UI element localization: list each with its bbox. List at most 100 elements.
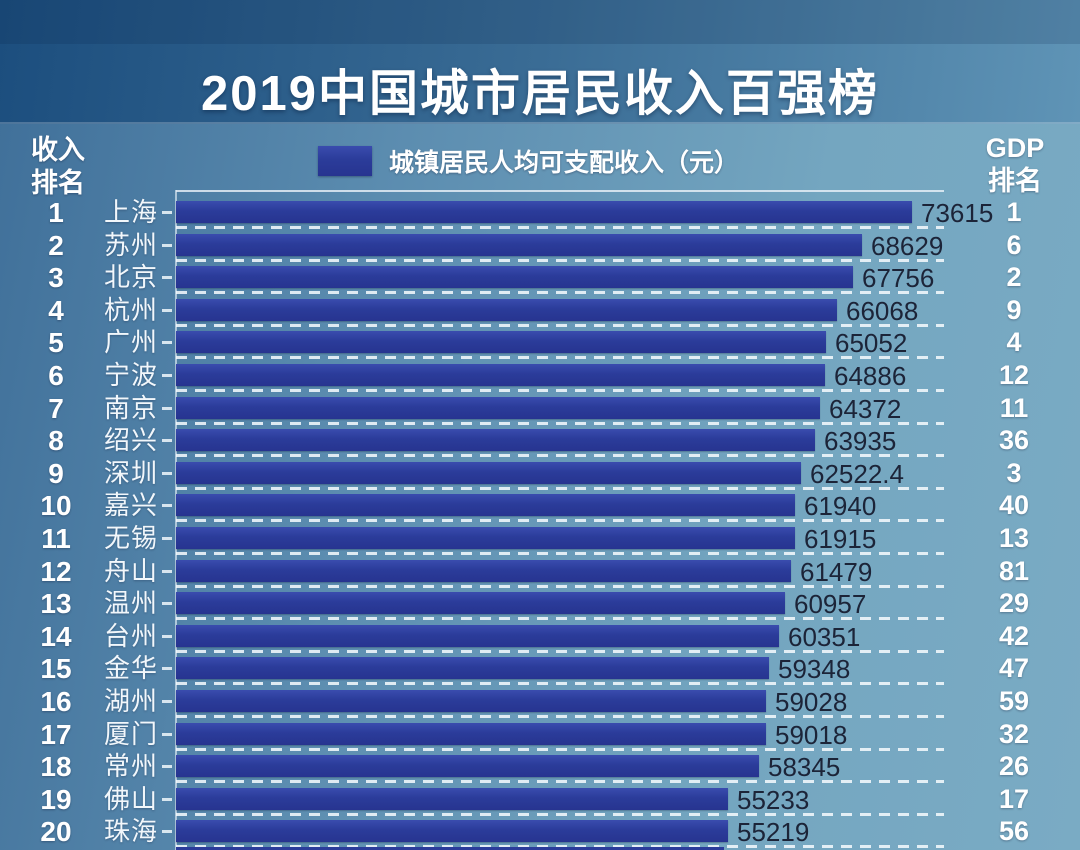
- chart-row: 9 深圳 62522.4 3: [0, 457, 1080, 490]
- gdp-rank-label: 9: [1006, 294, 1022, 325]
- row-separator-line: [176, 682, 944, 686]
- city-label: 金华: [103, 653, 158, 684]
- income-bar: [176, 559, 791, 582]
- income-bar: [176, 201, 912, 223]
- value-label: 60957: [794, 589, 867, 620]
- legend-swatch-icon: [318, 146, 372, 176]
- axis-tick-icon: [162, 797, 172, 801]
- income-bar: [176, 396, 820, 419]
- row-separator-line: [176, 258, 944, 262]
- value-label: 60351: [788, 621, 861, 652]
- axis-tick-icon: [162, 537, 172, 540]
- top-strip-shade: [0, 0, 1080, 44]
- income-rank-label: 6: [48, 360, 64, 391]
- income-bar: [176, 494, 795, 517]
- city-label: 南京: [103, 392, 158, 423]
- income-bar: [176, 787, 728, 810]
- income-rank-column-header: 收入 排名: [31, 135, 85, 198]
- axis-tick-icon: [162, 341, 172, 345]
- axis-tick-icon: [162, 700, 172, 703]
- value-label: 66068: [846, 295, 919, 326]
- income-rank-label: 10: [40, 490, 72, 522]
- city-label: 台州: [103, 620, 158, 651]
- gdp-rank-label: 2: [1006, 262, 1022, 293]
- value-label: 61479: [800, 556, 873, 587]
- income-bar: [176, 592, 785, 615]
- row-separator-line: [176, 747, 944, 751]
- chart-row: 11 无锡 61915 13: [0, 522, 1080, 555]
- gdp-rank-label: 1: [1006, 197, 1022, 227]
- gdp-rank-label: 17: [998, 783, 1030, 814]
- city-label: 宁波: [103, 360, 158, 390]
- value-label: 65052: [835, 328, 908, 359]
- axis-tick-icon: [162, 211, 172, 214]
- value-label: 67756: [862, 263, 935, 294]
- axis-tick-icon: [162, 406, 172, 410]
- header-band-background: [0, 0, 1080, 124]
- income-bar: [176, 233, 862, 256]
- chart-rows-container: 1 上海 73615 1 2 苏州 68629 6 3 北京 67756 2 4 杭州 66068 9 5 广州 6…: [0, 196, 1080, 850]
- axis-tick-icon: [162, 569, 172, 573]
- income-bar: [176, 624, 779, 647]
- row-separator-line: [176, 323, 944, 327]
- axis-tick-icon: [162, 602, 172, 606]
- gdp-rank-label: 3: [1006, 457, 1022, 488]
- income-rank-label: 5: [48, 327, 64, 359]
- axis-tick-icon: [162, 439, 172, 443]
- income-bar: [176, 429, 815, 452]
- gdp-rank-label: 12: [998, 360, 1030, 390]
- value-label: 61940: [804, 491, 877, 522]
- chart-row: 13 温州 60957 29: [0, 587, 1080, 621]
- income-bar: [176, 461, 801, 484]
- axis-tick-icon: [162, 276, 172, 280]
- income-rank-label: 7: [48, 392, 64, 424]
- income-rank-label: 16: [40, 686, 72, 717]
- row-separator-line: [176, 356, 944, 360]
- row-separator-line: [176, 421, 944, 425]
- chart-legend: 城镇居民人均可支配收入（元）: [318, 145, 739, 177]
- city-label: 绍兴: [103, 425, 158, 456]
- axis-tick-icon: [162, 243, 172, 247]
- value-label: 55219: [737, 817, 810, 848]
- income-bar: [176, 722, 766, 745]
- gdp-rank-label: 29: [998, 588, 1030, 619]
- city-label: 无锡: [103, 523, 158, 553]
- row-separator-line: [176, 617, 944, 621]
- income-rank-label: 9: [48, 457, 64, 489]
- partial-next-row-bar: [176, 847, 724, 850]
- plot-top-border: [176, 190, 944, 192]
- row-separator-line: [176, 389, 944, 392]
- city-label: 湖州: [103, 686, 158, 716]
- row-separator-line: [176, 812, 944, 816]
- gdp-rank-label: 36: [998, 425, 1030, 456]
- income-rank-label: 1: [48, 197, 64, 228]
- chart-row: 16 湖州 59028 59: [0, 685, 1080, 718]
- city-label: 常州: [103, 751, 158, 782]
- city-label: 深圳: [103, 457, 158, 488]
- value-label: 59028: [775, 687, 848, 717]
- chart-row: 8 绍兴 63935 36: [0, 424, 1080, 458]
- chart-row: 10 嘉兴 61940 40: [0, 489, 1080, 523]
- row-separator-line: [176, 780, 944, 784]
- value-label: 73615: [921, 198, 994, 228]
- axis-tick-icon: [162, 732, 172, 736]
- axis-tick-icon: [162, 374, 172, 377]
- income-rank-label: 20: [40, 816, 72, 848]
- chart-row: 20 珠海 55219 56: [0, 815, 1080, 849]
- chart-row: 17 厦门 59018 32: [0, 718, 1080, 751]
- chart-row: 5 广州 65052 4: [0, 326, 1080, 360]
- axis-tick-icon: [162, 471, 172, 475]
- income-bar: [176, 690, 766, 712]
- city-label: 北京: [103, 262, 158, 293]
- income-rank-label: 19: [40, 783, 72, 815]
- city-label: 苏州: [103, 229, 158, 260]
- gdp-rank-label: 4: [1006, 327, 1022, 358]
- gdp-rank-label: 6: [1006, 229, 1022, 260]
- income-rank-label: 11: [41, 523, 71, 554]
- legend-label: 城镇居民人均可支配收入（元）: [389, 149, 740, 177]
- row-separator-line: [176, 519, 944, 523]
- income-bar: [176, 331, 826, 354]
- income-rank-label: 2: [48, 229, 64, 261]
- income-rank-label: 18: [40, 751, 72, 783]
- row-separator-line: [176, 584, 944, 588]
